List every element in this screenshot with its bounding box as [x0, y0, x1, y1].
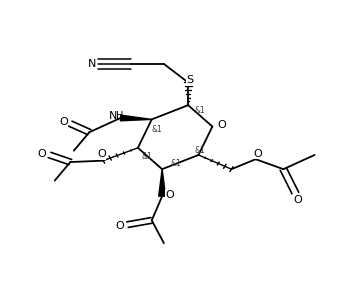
- Text: O: O: [293, 195, 302, 205]
- Polygon shape: [120, 115, 152, 121]
- Text: N: N: [109, 111, 117, 121]
- Text: &1: &1: [141, 152, 152, 161]
- Polygon shape: [159, 169, 165, 196]
- Text: O: O: [218, 120, 226, 130]
- Text: O: O: [253, 148, 262, 159]
- Text: &1: &1: [195, 106, 206, 115]
- Text: H: H: [116, 111, 124, 121]
- Text: &1: &1: [171, 159, 181, 168]
- Text: O: O: [59, 117, 68, 127]
- Text: O: O: [165, 190, 174, 200]
- Text: O: O: [115, 221, 124, 231]
- Text: &1: &1: [152, 125, 162, 134]
- Text: &1: &1: [195, 146, 206, 155]
- Text: O: O: [38, 148, 46, 159]
- Text: O: O: [97, 149, 106, 160]
- Text: S: S: [186, 75, 193, 85]
- Text: N: N: [88, 59, 96, 69]
